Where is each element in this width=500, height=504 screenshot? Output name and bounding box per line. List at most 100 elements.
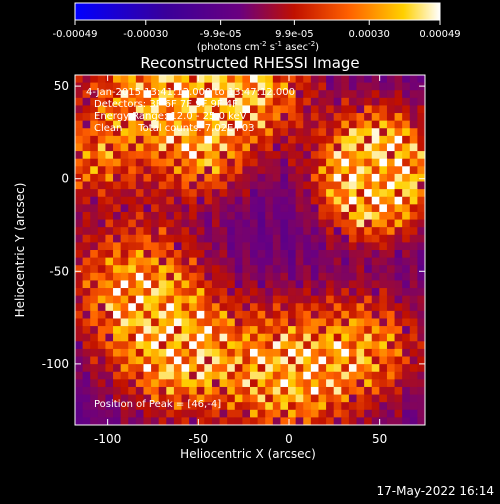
- y-tick-label: 0: [61, 172, 69, 186]
- heatmap-cell: [173, 341, 183, 350]
- heatmap-cell: [75, 158, 84, 167]
- heatmap-cell: [250, 211, 259, 221]
- heatmap-cell: [120, 90, 129, 99]
- heatmap-cell: [295, 113, 304, 122]
- heatmap-cell: [120, 211, 129, 221]
- heatmap-cell: [128, 211, 137, 221]
- heatmap-cell: [417, 204, 425, 213]
- heatmap-cell: [288, 113, 297, 122]
- heatmap-cell: [143, 356, 152, 365]
- heatmap-cell: [348, 128, 358, 137]
- heatmap-cell: [379, 97, 388, 107]
- heatmap-cell: [272, 90, 282, 99]
- heatmap-cell: [227, 196, 236, 205]
- heatmap-cell: [341, 166, 350, 175]
- heatmap-cell: [189, 310, 198, 320]
- heatmap-cell: [82, 128, 91, 137]
- heatmap-cell: [265, 409, 274, 418]
- heatmap-cell: [280, 219, 289, 228]
- heatmap-cell: [409, 348, 418, 358]
- heatmap-cell: [166, 204, 175, 213]
- heatmap-cell: [394, 128, 403, 137]
- heatmap-cell: [356, 97, 365, 107]
- heatmap-cell: [82, 234, 91, 243]
- heatmap-cell: [364, 356, 373, 365]
- heatmap-cell: [280, 394, 289, 403]
- heatmap-cell: [143, 181, 152, 190]
- heatmap-cell: [90, 386, 99, 396]
- heatmap-cell: [371, 288, 380, 297]
- heatmap-cell: [288, 158, 297, 167]
- heatmap-cell: [364, 348, 373, 358]
- heatmap-cell: [242, 227, 251, 236]
- heatmap-cell: [234, 257, 243, 266]
- heatmap-cell: [173, 128, 183, 137]
- heatmap-cell: [211, 280, 221, 289]
- heatmap-cell: [318, 295, 327, 304]
- heatmap-cell: [151, 417, 160, 425]
- heatmap-cell: [105, 265, 114, 274]
- heatmap-cell: [105, 303, 114, 312]
- heatmap-cell: [219, 409, 228, 418]
- colorbar-tick-label: -0.00030: [123, 29, 168, 40]
- heatmap-cell: [204, 234, 213, 243]
- colorbar-tick-label: 0.00049: [419, 29, 460, 40]
- heatmap-cell: [120, 250, 129, 259]
- heatmap-cell: [417, 356, 425, 365]
- heatmap-cell: [173, 227, 183, 236]
- heatmap-cell: [379, 90, 388, 99]
- heatmap-cell: [143, 158, 152, 167]
- heatmap-cell: [242, 257, 251, 266]
- heatmap-cell: [97, 333, 107, 342]
- heatmap-cell: [402, 402, 411, 411]
- heatmap-cell: [250, 120, 259, 129]
- heatmap-cell: [265, 265, 274, 274]
- heatmap-cell: [379, 303, 388, 312]
- heatmap-cell: [417, 143, 425, 152]
- heatmap-cell: [265, 242, 274, 251]
- heatmap-cell: [181, 135, 190, 145]
- heatmap-cell: [97, 82, 107, 91]
- heatmap-cell: [310, 295, 320, 304]
- heatmap-cell: [158, 90, 167, 99]
- heatmap-cell: [75, 82, 84, 91]
- heatmap-cell: [288, 348, 297, 358]
- heatmap-cell: [394, 417, 403, 425]
- heatmap-cell: [303, 82, 312, 91]
- heatmap-cell: [227, 242, 236, 251]
- heatmap-cell: [326, 211, 335, 221]
- heatmap-cell: [318, 242, 327, 251]
- heatmap-cell: [303, 234, 312, 243]
- heatmap-cell: [151, 280, 160, 289]
- heatmap-cell: [128, 348, 137, 358]
- heatmap-cell: [333, 143, 342, 152]
- heatmap-cell: [242, 105, 251, 114]
- heatmap-cell: [356, 242, 365, 251]
- heatmap-cell: [181, 105, 190, 114]
- heatmap-cell: [265, 128, 274, 137]
- heatmap-cell: [158, 310, 167, 320]
- heatmap-cell: [356, 181, 365, 190]
- heatmap-cell: [158, 242, 167, 251]
- heatmap-cell: [265, 394, 274, 403]
- heatmap-cell: [105, 250, 114, 259]
- heatmap-cell: [341, 227, 350, 236]
- heatmap-cell: [97, 341, 107, 350]
- heatmap-cell: [211, 272, 221, 282]
- heatmap-cell: [326, 364, 335, 373]
- heatmap-cell: [386, 173, 396, 183]
- heatmap-cell: [341, 250, 350, 259]
- heatmap-cell: [128, 227, 137, 236]
- heatmap-cell: [90, 75, 99, 84]
- heatmap-cell: [386, 196, 396, 205]
- heatmap-cell: [242, 90, 251, 99]
- heatmap-cell: [288, 280, 297, 289]
- heatmap-cell: [105, 234, 114, 243]
- heatmap-cell: [288, 75, 297, 84]
- heatmap-cell: [75, 348, 84, 358]
- heatmap-cell: [326, 196, 335, 205]
- heatmap-cell: [113, 173, 122, 183]
- heatmap-cell: [128, 135, 137, 145]
- heatmap-cell: [211, 113, 221, 122]
- heatmap-cell: [151, 318, 160, 327]
